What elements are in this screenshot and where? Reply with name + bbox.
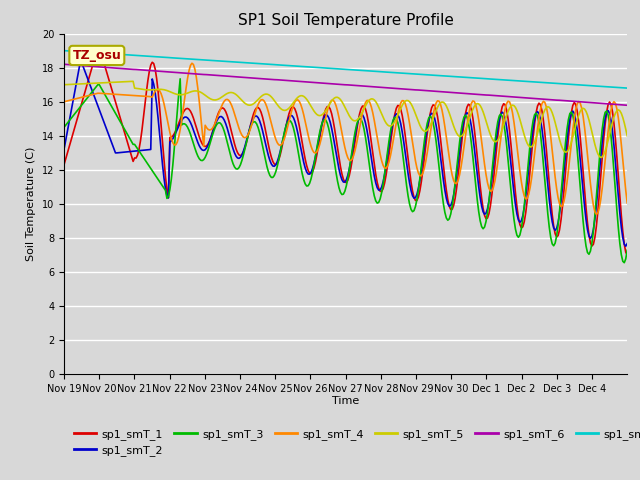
sp1_smT_4 xyxy=(463,122,471,128)
sp1_smT_5 xyxy=(97,80,104,86)
sp1_smT_4 xyxy=(623,200,631,206)
Line: sp1_smT_7: sp1_smT_7 xyxy=(64,51,627,88)
sp1_smT_7 xyxy=(623,85,631,91)
sp1_smT_2 xyxy=(81,68,88,73)
sp1_smT_4 xyxy=(60,99,68,105)
sp1_smT_3 xyxy=(547,235,555,240)
sp1_smT_4 xyxy=(188,60,196,66)
sp1_smT_1 xyxy=(463,104,471,110)
sp1_smT_6 xyxy=(545,96,553,102)
sp1_smT_4 xyxy=(79,94,87,100)
sp1_smT_2 xyxy=(463,110,471,116)
sp1_smT_1 xyxy=(351,137,359,143)
sp1_smT_3 xyxy=(622,256,630,262)
sp1_smT_7 xyxy=(350,67,358,73)
sp1_smT_6 xyxy=(623,102,631,108)
X-axis label: Time: Time xyxy=(332,396,359,406)
sp1_smT_2 xyxy=(351,132,359,138)
sp1_smT_3 xyxy=(177,76,184,82)
sp1_smT_2 xyxy=(76,60,84,65)
Line: sp1_smT_5: sp1_smT_5 xyxy=(64,81,627,157)
sp1_smT_2 xyxy=(620,241,628,247)
sp1_smT_4 xyxy=(593,211,600,217)
sp1_smT_6 xyxy=(60,61,68,67)
sp1_smT_3 xyxy=(623,247,631,253)
sp1_smT_7 xyxy=(79,49,87,55)
Legend: sp1_smT_1, sp1_smT_2, sp1_smT_3, sp1_smT_4, sp1_smT_5, sp1_smT_6, sp1_smT_7: sp1_smT_1, sp1_smT_2, sp1_smT_3, sp1_smT… xyxy=(70,424,640,460)
Line: sp1_smT_3: sp1_smT_3 xyxy=(64,79,627,263)
sp1_smT_2 xyxy=(60,146,68,152)
Text: TZ_osu: TZ_osu xyxy=(72,49,121,62)
Title: SP1 Soil Temperature Profile: SP1 Soil Temperature Profile xyxy=(237,13,454,28)
sp1_smT_3 xyxy=(351,129,359,134)
sp1_smT_1 xyxy=(99,54,106,60)
sp1_smT_6 xyxy=(97,64,104,70)
sp1_smT_1 xyxy=(94,44,102,50)
sp1_smT_3 xyxy=(60,124,68,130)
sp1_smT_2 xyxy=(99,115,106,120)
sp1_smT_2 xyxy=(547,209,555,215)
sp1_smT_2 xyxy=(623,240,631,246)
sp1_smT_7 xyxy=(545,80,553,86)
sp1_smT_6 xyxy=(79,63,87,69)
sp1_smT_4 xyxy=(351,147,359,153)
sp1_smT_4 xyxy=(547,134,555,140)
sp1_smT_5 xyxy=(129,78,137,84)
sp1_smT_6 xyxy=(350,83,358,88)
sp1_smT_5 xyxy=(597,155,605,160)
sp1_smT_5 xyxy=(351,118,359,124)
sp1_smT_1 xyxy=(623,252,631,258)
sp1_smT_5 xyxy=(623,133,631,139)
sp1_smT_7 xyxy=(619,85,627,91)
sp1_smT_5 xyxy=(60,82,68,87)
sp1_smT_1 xyxy=(547,197,555,203)
Line: sp1_smT_2: sp1_smT_2 xyxy=(64,62,627,246)
sp1_smT_1 xyxy=(620,241,628,247)
sp1_smT_4 xyxy=(622,187,630,193)
Line: sp1_smT_4: sp1_smT_4 xyxy=(64,63,627,214)
sp1_smT_7 xyxy=(461,74,469,80)
sp1_smT_5 xyxy=(622,126,630,132)
sp1_smT_3 xyxy=(79,100,87,106)
sp1_smT_5 xyxy=(463,123,471,129)
sp1_smT_1 xyxy=(79,96,87,101)
sp1_smT_3 xyxy=(620,260,628,265)
Line: sp1_smT_6: sp1_smT_6 xyxy=(64,64,627,105)
sp1_smT_2 xyxy=(622,243,630,249)
sp1_smT_7 xyxy=(97,50,104,56)
sp1_smT_5 xyxy=(79,81,87,87)
sp1_smT_6 xyxy=(619,102,627,108)
sp1_smT_6 xyxy=(461,91,469,96)
sp1_smT_5 xyxy=(547,107,555,112)
sp1_smT_3 xyxy=(463,114,471,120)
sp1_smT_4 xyxy=(97,90,104,96)
Line: sp1_smT_1: sp1_smT_1 xyxy=(64,47,627,255)
sp1_smT_7 xyxy=(60,48,68,54)
sp1_smT_3 xyxy=(97,84,104,90)
sp1_smT_1 xyxy=(60,162,68,168)
Y-axis label: Soil Temperature (C): Soil Temperature (C) xyxy=(26,147,36,261)
